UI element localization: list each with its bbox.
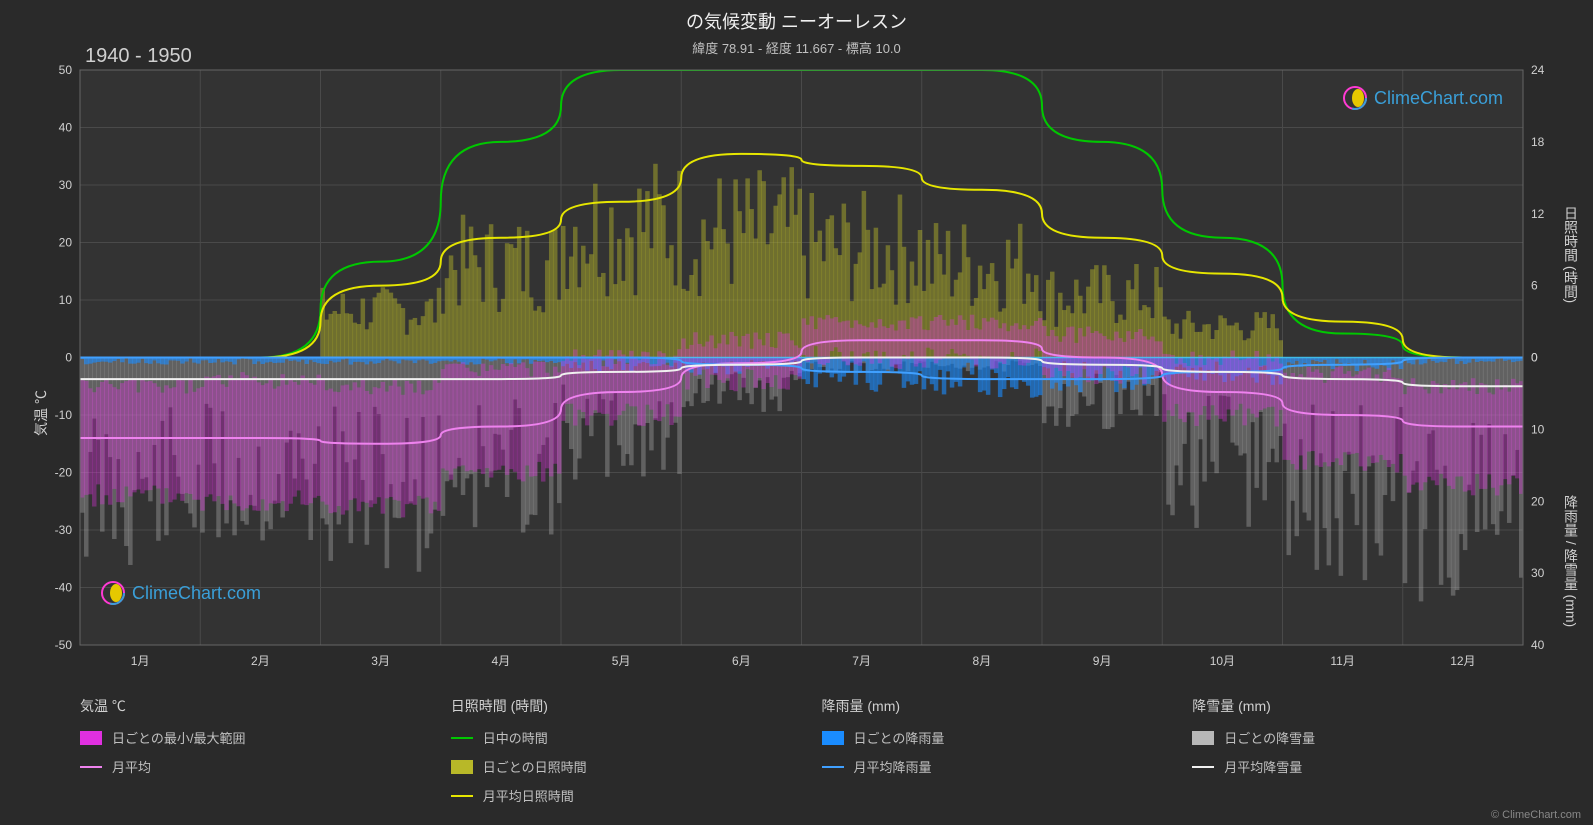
legend-item-label: 月平均 [112,757,151,776]
svg-text:18: 18 [1531,135,1545,149]
svg-text:4月: 4月 [492,654,511,668]
svg-text:-40: -40 [55,581,73,595]
svg-text:-50: -50 [55,638,73,652]
legend: 気温 ℃ 日ごとの最小/最大範囲月平均 日照時間 (時間) 日中の時間日ごとの日照時間… [80,696,1523,815]
legend-swatch-icon [822,731,844,745]
legend-swatch-icon [1192,731,1214,745]
legend-item: 月平均 [80,757,411,776]
svg-text:3月: 3月 [371,654,390,668]
legend-item: 日ごとの降雨量 [822,728,1153,747]
svg-text:9月: 9月 [1093,654,1112,668]
svg-text:24: 24 [1531,63,1545,77]
svg-text:0: 0 [65,351,72,365]
svg-text:10月: 10月 [1210,654,1235,668]
svg-text:40: 40 [1531,638,1545,652]
logo-watermark-bottom: ClimeChart.com [100,580,261,606]
legend-item: 日ごとの日照時間 [451,757,782,776]
svg-text:1月: 1月 [131,654,150,668]
legend-item: 日ごとの降雪量 [1192,728,1523,747]
climate-chart: の気候変動 ニーオーレスン 緯度 78.91 - 経度 11.667 - 標高 … [0,0,1593,825]
svg-text:10: 10 [59,293,73,307]
svg-text:20: 20 [1531,494,1545,508]
legend-group: 降雨量 (mm) 日ごとの降雨量月平均降雨量 [822,696,1153,815]
legend-item-label: 月平均降雪量 [1224,757,1302,776]
legend-item-label: 月平均日照時間 [483,786,574,805]
legend-item-label: 日ごとの降雨量 [854,728,945,747]
legend-line-icon [451,737,473,739]
legend-group-title: 気温 ℃ [80,696,411,716]
legend-swatch-icon [80,731,102,745]
svg-text:40: 40 [59,121,73,135]
svg-text:20: 20 [59,236,73,250]
legend-group: 日照時間 (時間) 日中の時間日ごとの日照時間月平均日照時間 [451,696,782,815]
legend-item-label: 日中の時間 [483,728,548,747]
svg-text:6: 6 [1531,279,1538,293]
legend-group: 気温 ℃ 日ごとの最小/最大範囲月平均 [80,696,411,815]
legend-line-icon [80,766,102,768]
svg-text:5月: 5月 [612,654,631,668]
svg-text:12月: 12月 [1450,654,1475,668]
svg-text:-20: -20 [55,466,73,480]
legend-item-label: 日ごとの日照時間 [483,757,587,776]
legend-item: 日ごとの最小/最大範囲 [80,728,411,747]
logo-text: ClimeChart.com [132,583,261,604]
svg-text:-30: -30 [55,523,73,537]
legend-item: 月平均降雨量 [822,757,1153,776]
legend-group-title: 降雪量 (mm) [1192,696,1523,716]
logo-watermark-top: ClimeChart.com [1342,85,1503,111]
legend-group: 降雪量 (mm) 日ごとの降雪量月平均降雪量 [1192,696,1523,815]
legend-line-icon [822,766,844,768]
svg-text:50: 50 [59,63,73,77]
legend-group-title: 日照時間 (時間) [451,696,782,716]
legend-item-label: 月平均降雨量 [854,757,932,776]
svg-text:-10: -10 [55,408,73,422]
legend-item: 月平均日照時間 [451,786,782,805]
svg-text:12: 12 [1531,207,1545,221]
svg-text:6月: 6月 [732,654,751,668]
legend-item: 日中の時間 [451,728,782,747]
svg-text:2月: 2月 [251,654,270,668]
legend-line-icon [451,795,473,797]
legend-line-icon [1192,766,1214,768]
svg-text:10: 10 [1531,422,1545,436]
legend-group-title: 降雨量 (mm) [822,696,1153,716]
logo-text: ClimeChart.com [1374,88,1503,109]
legend-item: 月平均降雪量 [1192,757,1523,776]
svg-text:30: 30 [1531,566,1545,580]
svg-text:30: 30 [59,178,73,192]
svg-text:11月: 11月 [1330,654,1354,668]
svg-text:7月: 7月 [852,654,871,668]
legend-swatch-icon [451,760,473,774]
legend-item-label: 日ごとの最小/最大範囲 [112,728,245,747]
svg-text:8月: 8月 [973,654,992,668]
svg-text:0: 0 [1531,351,1538,365]
copyright: © ClimeChart.com [1491,809,1581,821]
legend-item-label: 日ごとの降雪量 [1224,728,1315,747]
